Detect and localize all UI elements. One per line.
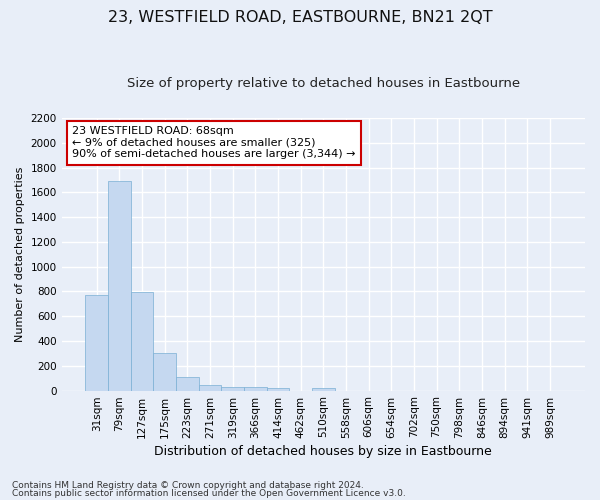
Bar (108, 181, 131, 390)
Bar (85, 295, 108, 390)
Bar (154, 354, 176, 391)
Text: Contains HM Land Registry data © Crown copyright and database right 2024.: Contains HM Land Registry data © Crown c… (12, 481, 364, 490)
Bar (176, 377, 199, 390)
Bar (244, 387, 266, 390)
Bar (199, 385, 221, 390)
Bar (266, 388, 289, 390)
Bar (221, 386, 244, 390)
Text: Contains public sector information licensed under the Open Government Licence v3: Contains public sector information licen… (12, 488, 406, 498)
Text: 23, WESTFIELD ROAD, EASTBOURNE, BN21 2QT: 23, WESTFIELD ROAD, EASTBOURNE, BN21 2QT (107, 10, 493, 25)
Text: 23 WESTFIELD ROAD: 68sqm
← 9% of detached houses are smaller (325)
90% of semi-d: 23 WESTFIELD ROAD: 68sqm ← 9% of detache… (72, 126, 356, 160)
Title: Size of property relative to detached houses in Eastbourne: Size of property relative to detached ho… (127, 78, 520, 90)
Bar (312, 388, 335, 390)
Bar (131, 292, 154, 390)
X-axis label: Distribution of detached houses by size in Eastbourne: Distribution of detached houses by size … (154, 444, 492, 458)
Y-axis label: Number of detached properties: Number of detached properties (15, 166, 25, 342)
